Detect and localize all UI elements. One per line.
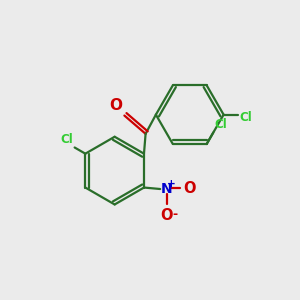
Text: O: O (109, 98, 122, 113)
Text: N: N (161, 182, 172, 196)
Text: -: - (172, 208, 178, 221)
Text: +: + (167, 179, 176, 189)
Text: Cl: Cl (214, 118, 227, 131)
Text: Cl: Cl (61, 133, 74, 146)
Text: O: O (183, 181, 196, 196)
Text: Cl: Cl (239, 110, 252, 124)
Text: O: O (160, 208, 173, 224)
